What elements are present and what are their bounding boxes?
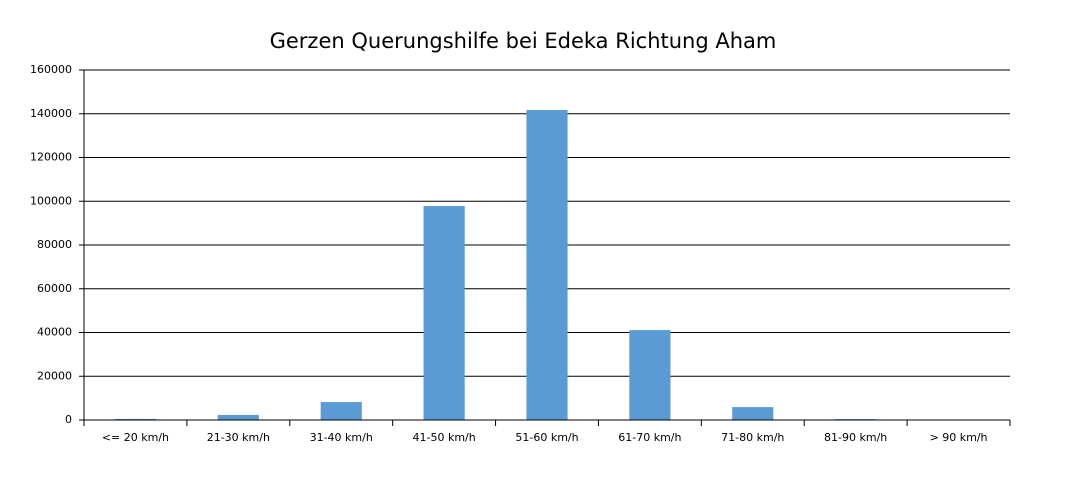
x-tick-label: 41-50 km/h	[412, 431, 475, 444]
chart-title: Gerzen Querungshilfe bei Edeka Richtung …	[270, 29, 777, 53]
bar	[629, 330, 671, 420]
x-tick-label: 31-40 km/h	[310, 431, 373, 444]
y-tick-label: 100000	[30, 194, 72, 207]
y-tick-label: 20000	[37, 369, 72, 382]
y-tick-label: 140000	[30, 107, 72, 120]
y-tick-label: 40000	[37, 326, 72, 339]
x-tick-label: 81-90 km/h	[824, 431, 887, 444]
bar	[423, 206, 465, 420]
y-tick-label: 80000	[37, 238, 72, 251]
x-tick-label: 61-70 km/h	[618, 431, 681, 444]
bar	[320, 402, 362, 420]
y-tick-label: 160000	[30, 63, 72, 76]
x-tick-label: 71-80 km/h	[721, 431, 784, 444]
y-tick-label: 120000	[30, 151, 72, 164]
x-tick-label: 21-30 km/h	[207, 431, 270, 444]
x-tick-label: 51-60 km/h	[515, 431, 578, 444]
x-tick-label: <= 20 km/h	[102, 431, 169, 444]
bar	[217, 414, 259, 420]
bar	[526, 110, 568, 420]
x-tick-label: > 90 km/h	[930, 431, 988, 444]
y-tick-label: 60000	[37, 282, 72, 295]
y-tick-label: 0	[65, 413, 72, 426]
bar	[732, 407, 774, 420]
bar	[114, 418, 157, 420]
